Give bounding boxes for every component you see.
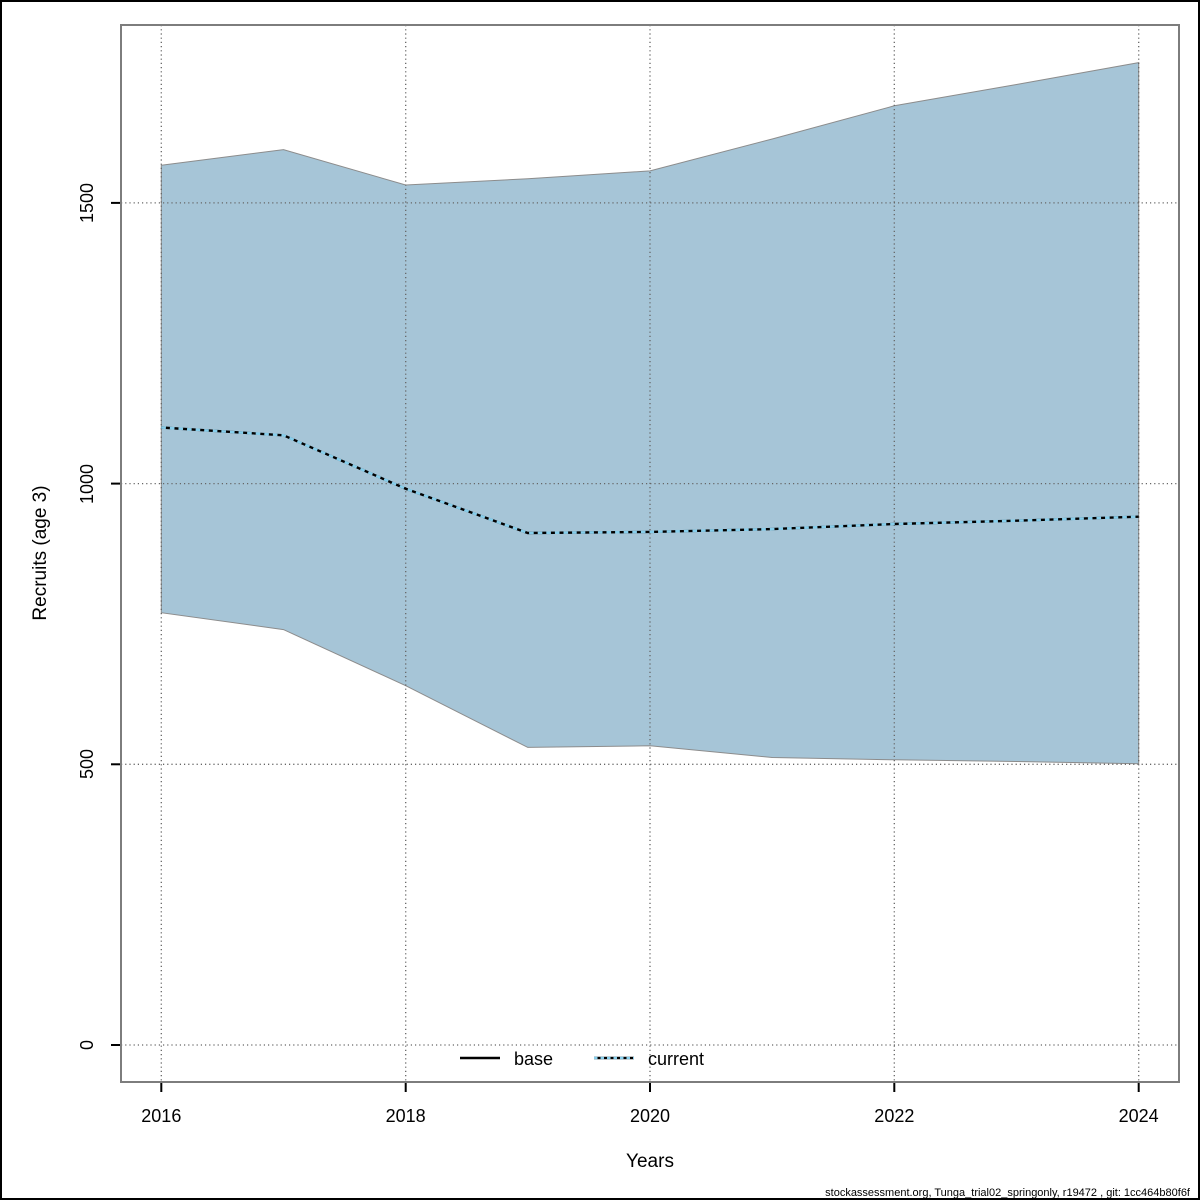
legend-current-line-sample: [594, 1056, 634, 1060]
legend-current-label: current: [648, 1049, 705, 1069]
x-tick-label: 2016: [141, 1106, 182, 1126]
plot-border: [120, 24, 1180, 1083]
y-tick-label: 0: [77, 1039, 97, 1050]
x-tick-label: 2018: [385, 1106, 426, 1126]
footer-build-info: stockassessment.org, Tunga_trial02_sprin…: [825, 1187, 1190, 1199]
legend-base-line-sample: [460, 1056, 500, 1060]
legend-base-label: base: [514, 1049, 554, 1069]
current-line: [161, 426, 1139, 535]
y-axis-title: Recruits (age 3): [30, 485, 51, 621]
y-tick-label: 500: [77, 749, 97, 780]
confidence-band: [160, 62, 1140, 765]
x-tick-label: 2022: [874, 1106, 915, 1126]
x-axis-title: Years: [626, 1151, 674, 1172]
y-tick-label: 1000: [77, 463, 97, 504]
x-tick-label: 2024: [1118, 1106, 1159, 1126]
axis-ticks: [111, 201, 1140, 1092]
y-tick-label: 1500: [77, 182, 97, 223]
x-tick-label: 2020: [629, 1106, 671, 1126]
